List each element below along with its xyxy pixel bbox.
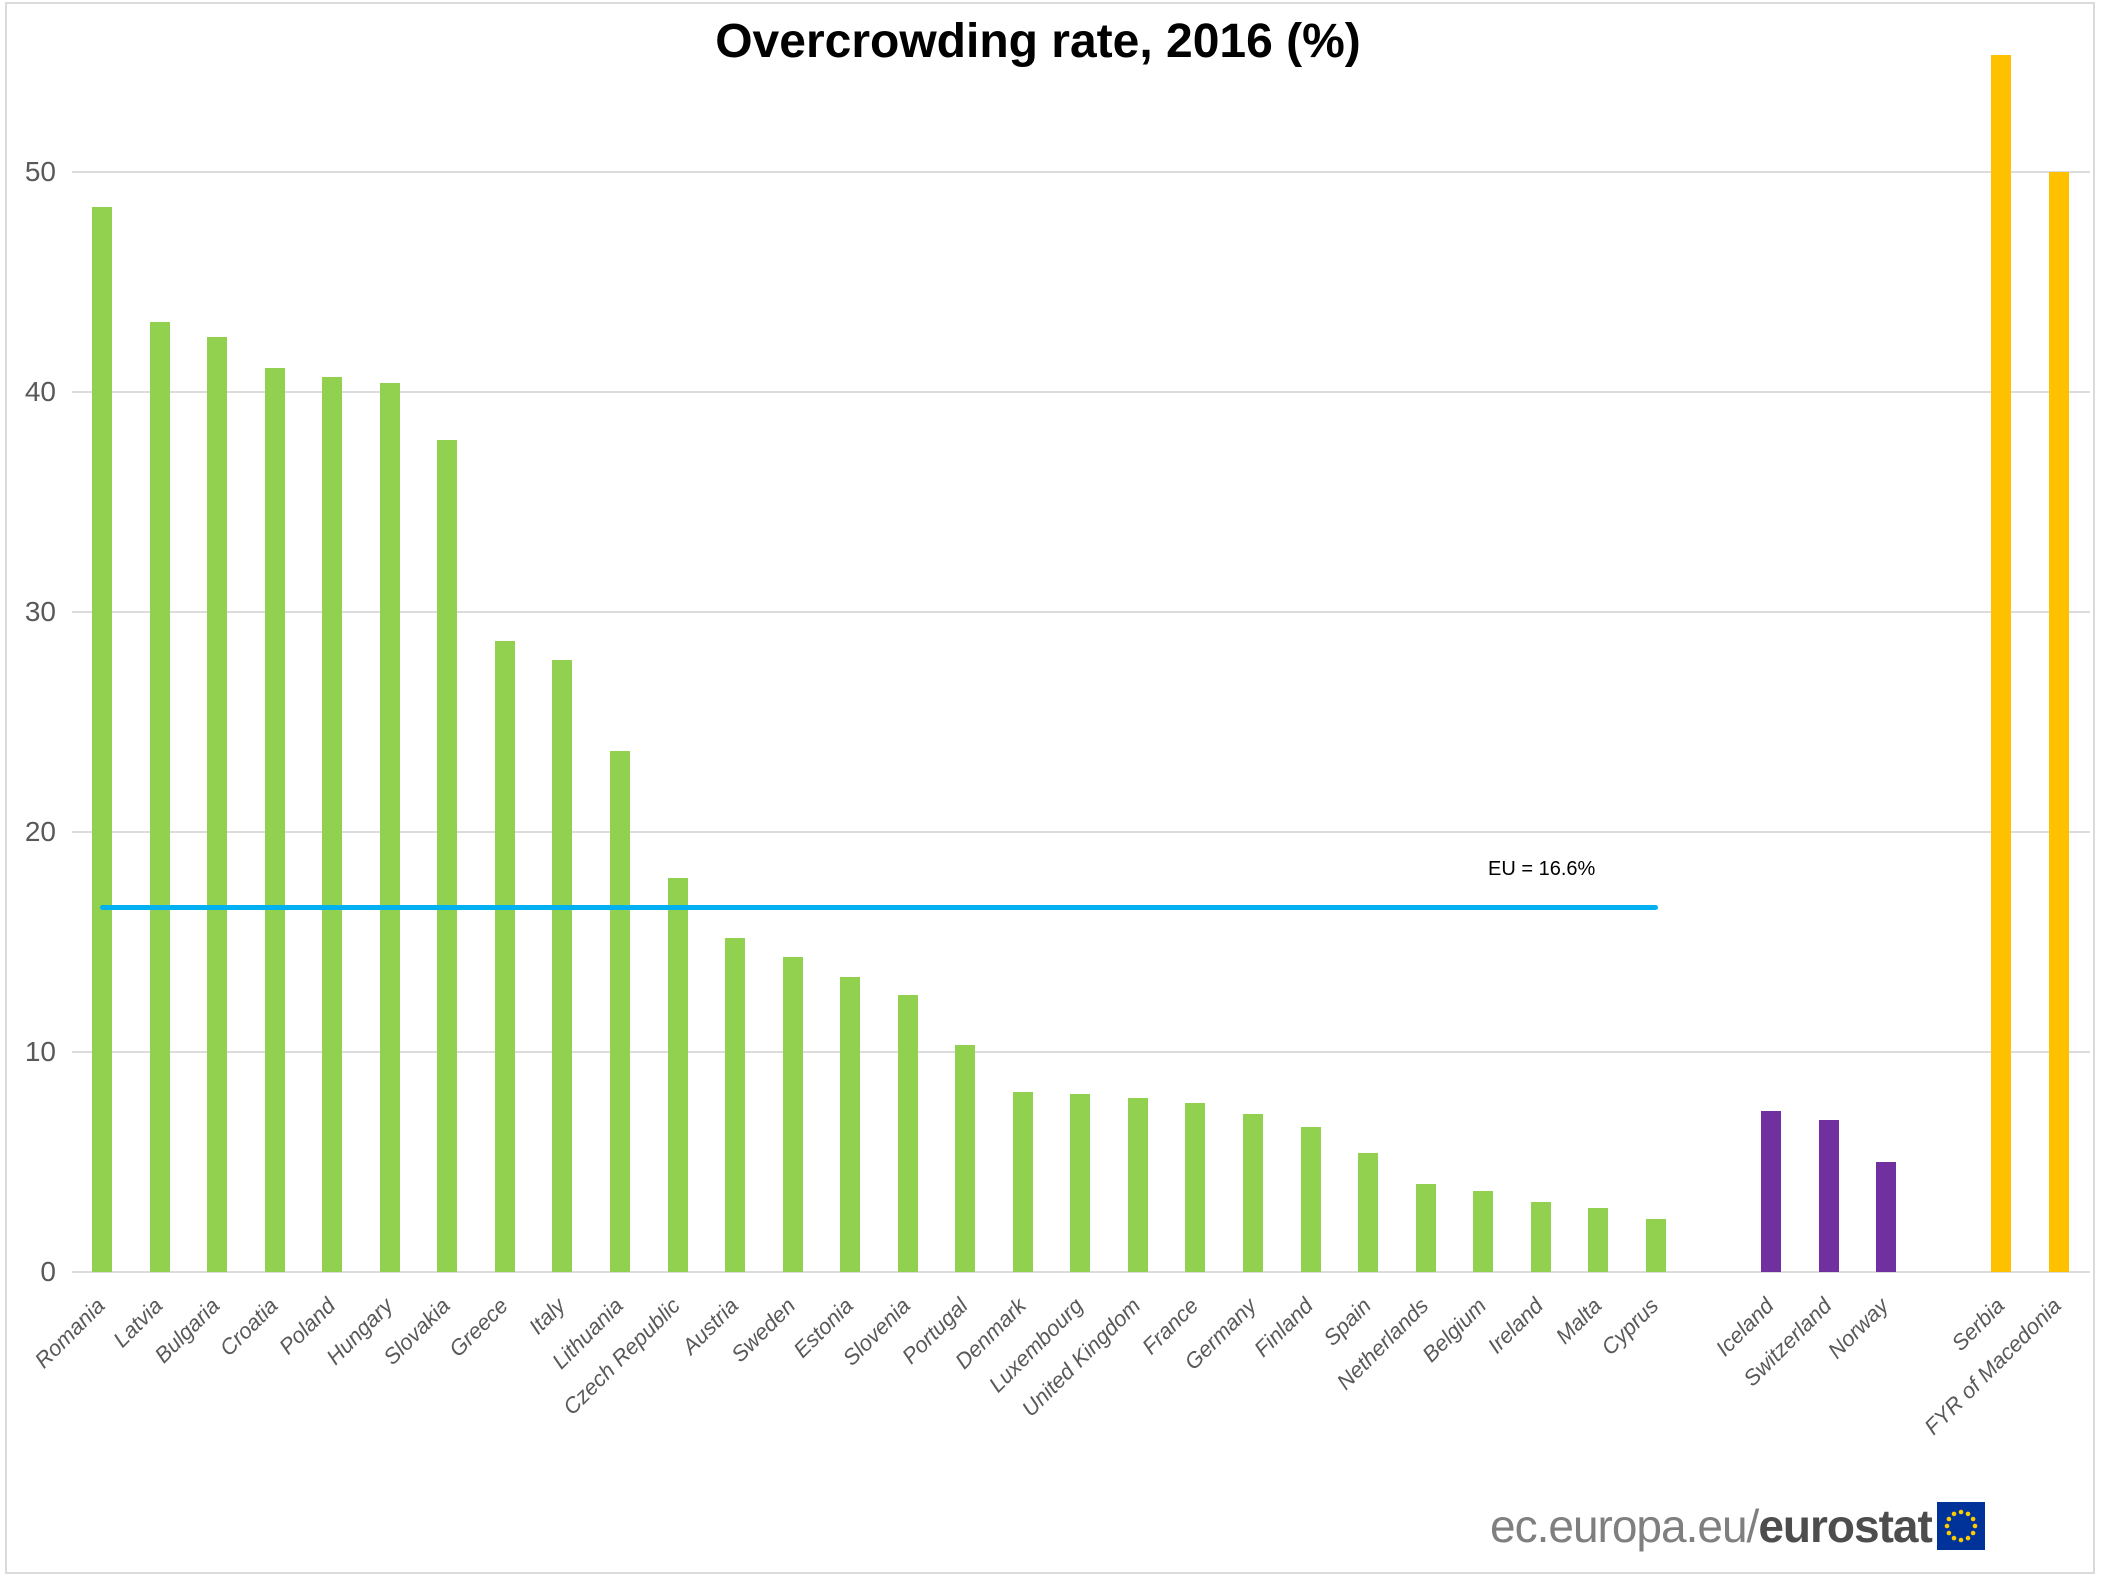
bar-greece [494,640,515,1272]
bar-ireland [1530,1201,1551,1272]
bar-latvia [149,321,170,1272]
bar-germany [1243,1113,1263,1272]
y-axis-tick-label: 40 [24,376,56,407]
eurostat-logo-brand: eurostat [1758,1500,1932,1552]
bar-portugal [955,1045,976,1272]
bar-france [1185,1102,1206,1272]
bar-united-kingdom [1127,1098,1148,1272]
bar-slovakia [437,440,458,1272]
bar-romania [92,207,112,1272]
y-axis-tick-label: 20 [24,816,56,847]
bar-slovenia [897,994,918,1272]
y-gridline [72,1271,2090,1273]
bar-luxembourg [1070,1093,1091,1272]
eu-flag-icon [1936,1502,1985,1550]
bar-italy [552,660,573,1272]
bar-spain [1358,1153,1379,1272]
bar-switzerland [1818,1120,1839,1272]
chart-title: Overcrowding rate, 2016 (%) [715,15,1361,68]
bar-norway [1876,1162,1897,1272]
bar-czech-republic [667,878,688,1272]
bar-croatia [264,367,285,1272]
bar-estonia [840,977,861,1272]
bar-malta [1588,1208,1609,1272]
bar-hungary [379,383,400,1272]
bar-bulgaria [207,337,228,1272]
x-axis-label: Romania [29,1293,110,1373]
x-axis-label: Ireland [1483,1293,1549,1359]
bar-sweden [782,957,803,1272]
bar-lithuania [609,750,630,1272]
bar-iceland [1760,1111,1781,1272]
y-gridline [72,391,2090,393]
bar-fyr-of-macedonia [2048,172,2069,1272]
eurostat-logo-text: ec.europa.eu/eurostat [1490,1500,1933,1552]
y-gridline [72,831,2090,833]
bar-serbia [1991,55,2012,1272]
x-axis-label: Norway [1823,1293,1894,1364]
x-axis-label: Italy [523,1293,571,1340]
y-axis-tick-label: 10 [24,1036,56,1067]
bar-netherlands [1415,1184,1436,1272]
bar-poland [322,376,343,1272]
y-gridline [72,611,2090,613]
eu-average-annotation: EU = 16.6% [1488,858,1596,880]
bar-austria [725,937,746,1272]
y-gridline [72,171,2090,173]
y-gridline [72,1051,2090,1053]
bar-denmark [1012,1091,1033,1272]
eurostat-logo-url-prefix: ec.europa.eu/ [1490,1500,1759,1552]
bar-finland [1300,1126,1321,1272]
y-axis-tick-label: 50 [24,156,56,187]
eurostat-logo: ec.europa.eu/eurostat [1490,1500,1985,1552]
x-axis-label: Finland [1249,1293,1319,1362]
y-axis-tick-label: 30 [24,596,56,627]
x-axis-label: Greece [443,1293,513,1362]
y-axis-tick-label: 0 [40,1256,56,1287]
x-axis-label: Belgium [1416,1293,1491,1367]
bar-cyprus [1645,1219,1666,1272]
x-axis-label: Cyprus [1596,1293,1664,1360]
eu-average-reference-line [100,904,1658,910]
x-axis-label: Croatia [214,1293,283,1361]
bar-belgium [1473,1190,1494,1272]
